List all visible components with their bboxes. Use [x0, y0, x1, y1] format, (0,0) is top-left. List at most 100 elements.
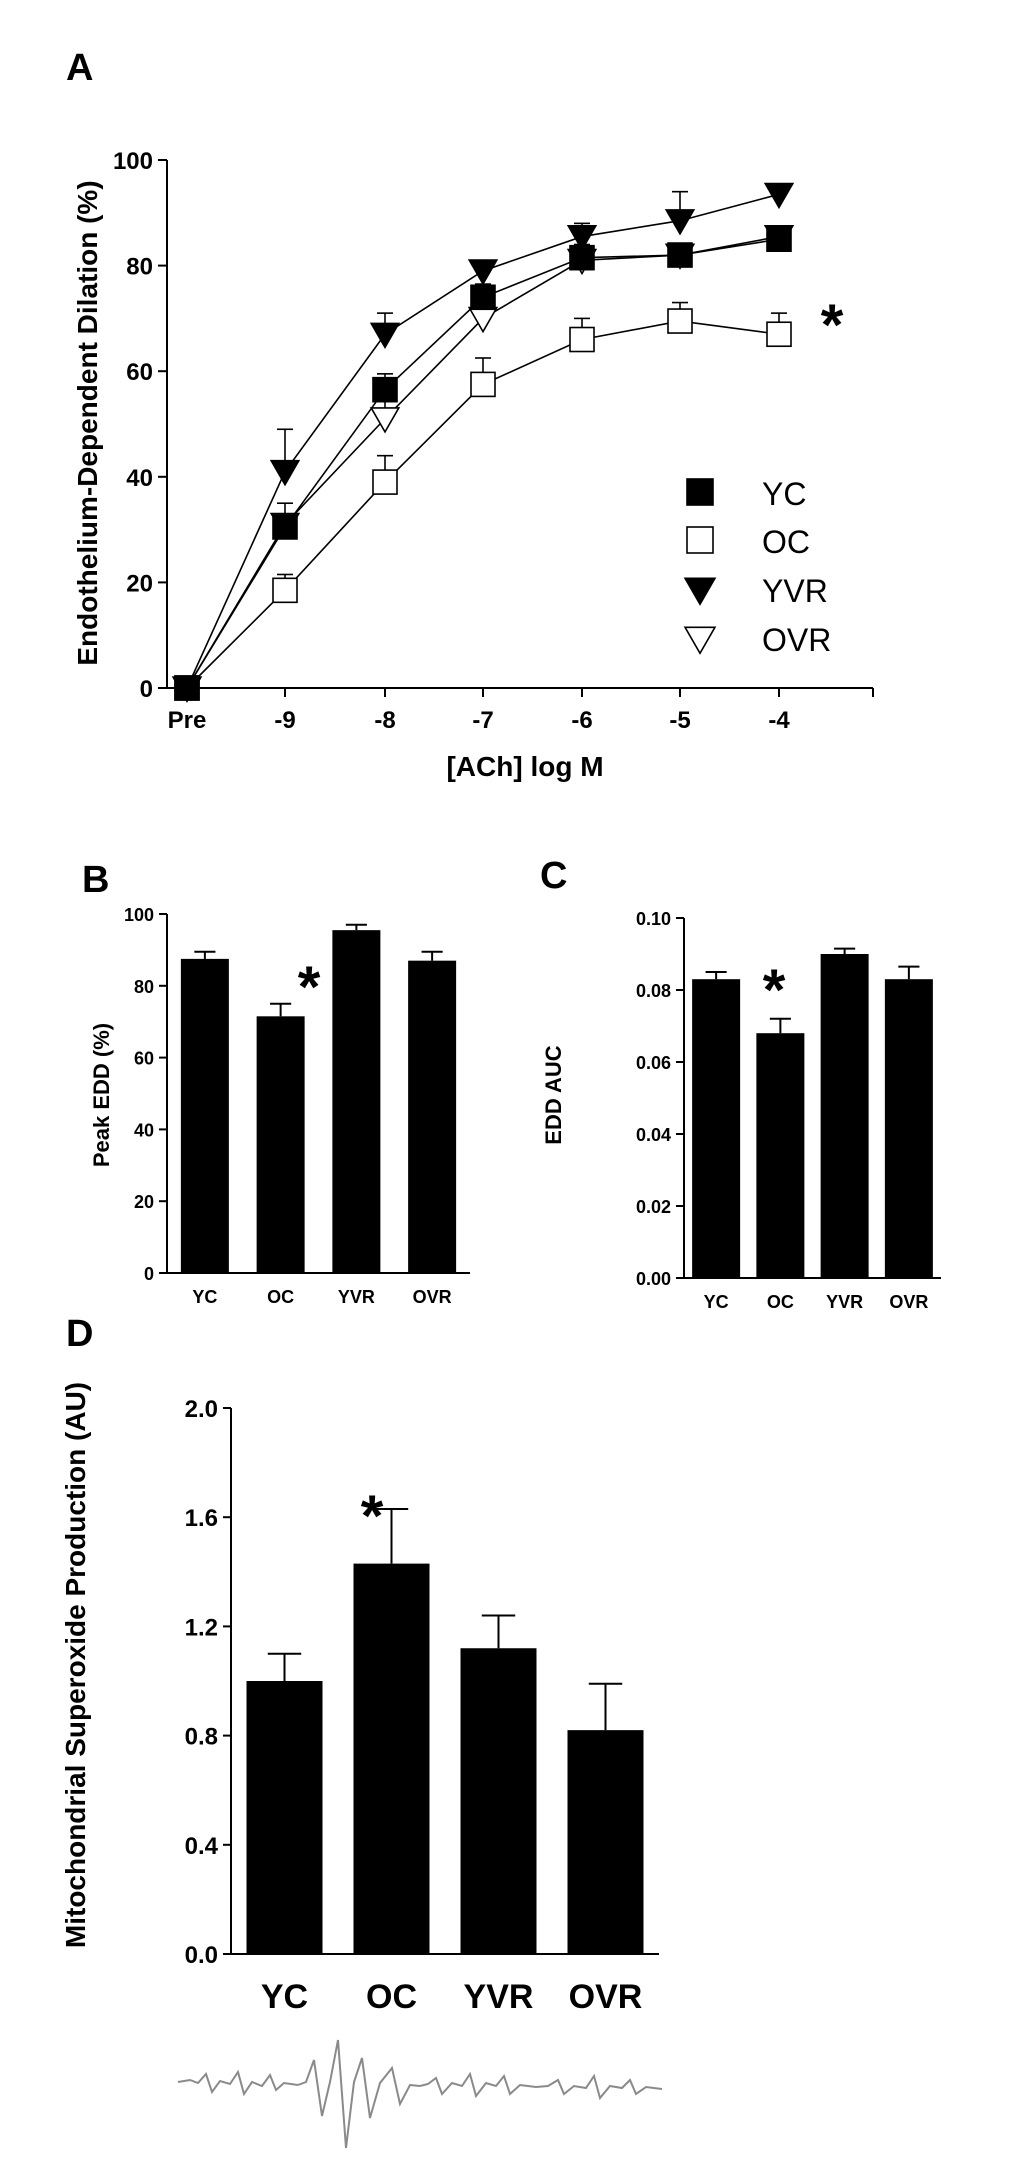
legend-marker-yvr: [683, 577, 717, 606]
bar-ovr: [567, 1730, 644, 1954]
legend-marker-ovr: [683, 626, 717, 655]
chart-b-bars: [180, 923, 457, 1273]
bar-ovr: [408, 960, 457, 1273]
chart-a-y-ticks: 0 20 40 60 80 100: [113, 148, 167, 703]
data-point-yvr: [369, 322, 401, 350]
chart-a-series-yc: [174, 226, 792, 701]
bar-yc: [246, 1681, 323, 1954]
chart-a-x-tick-label: -5: [669, 707, 690, 734]
bar-group-yc: [246, 1652, 323, 1954]
legend-symbol-yc: [686, 478, 714, 506]
bar-group-ovr: [408, 950, 457, 1273]
chart-b-y-ticks: 0 20 40 60 80 100: [124, 905, 167, 1284]
chart-c-y-tick-label: 0.06: [636, 1053, 671, 1073]
chart-d-y-axis-label: Mitochondrial Superoxide Production (AU): [60, 1382, 91, 1948]
chart-a-x-tick-label: -6: [571, 707, 592, 734]
chart-d-y-tick-label: 2.0: [185, 1396, 218, 1423]
chart-d-bars: [246, 1508, 644, 1954]
bar-yvr: [460, 1648, 537, 1954]
chart-d-y-tick-label: 1.2: [185, 1614, 218, 1641]
chart-b-x-tick-label: YC: [192, 1287, 217, 1307]
chart-b-y-tick-label: 100: [124, 905, 154, 925]
chart-c-bars: [692, 947, 933, 1278]
chart-b-x-tick-label: OVR: [413, 1287, 452, 1307]
data-point-ovr: [369, 407, 401, 434]
chart-d-y-tick-label: 1.6: [185, 1505, 218, 1532]
chart-c-y-tick-label: 0.02: [636, 1197, 671, 1217]
data-point-yc: [372, 376, 398, 403]
chart-b-significance-star: *: [298, 955, 321, 1020]
chart-a-significance-star: *: [821, 293, 844, 358]
epr-trace-yvr: [419, 2071, 537, 2099]
chart-c-x-ticks: YC OC YVR OVR: [704, 1292, 929, 1312]
legend-symbol-yvr: [683, 577, 717, 606]
chart-c-significance-star: *: [763, 958, 786, 1023]
chart-a-x-axis-label: [ACh] log M: [446, 751, 603, 782]
data-point-yvr: [171, 676, 203, 703]
epr-spectra-trace: [177, 2039, 663, 2149]
chart-a-x-tick-label: -4: [768, 707, 790, 734]
chart-d-significance-star: *: [361, 1484, 384, 1549]
chart-b-y-tick-label: 60: [134, 1049, 154, 1069]
data-point-yc: [667, 242, 693, 268]
bar-yc: [180, 958, 229, 1273]
chart-a-y-axis-label: Endothelium-Dependent Dilation (%): [72, 180, 103, 665]
chart-c-x-tick-label: OVR: [889, 1292, 928, 1312]
data-point-yc: [470, 284, 496, 311]
panel-letter-c: C: [540, 855, 567, 897]
legend-marker-yc: [686, 478, 714, 506]
chart-c-x-tick-label: YVR: [826, 1292, 863, 1312]
chart-c-x-tick-label: OC: [767, 1292, 794, 1312]
data-point-oc: [470, 371, 496, 398]
data-point-yvr: [566, 224, 598, 252]
data-point-yvr: [467, 259, 499, 286]
chart-a-x-tick-label: -8: [374, 707, 395, 734]
epr-trace-ovr: [535, 2073, 663, 2101]
bar-ovr: [884, 979, 933, 1278]
data-point-yc: [272, 514, 298, 540]
chart-a-x-ticks: Pre -9 -8 -7 -6 -5 -4: [168, 688, 874, 734]
bar-group-yc: [692, 971, 741, 1278]
chart-b-y-axis-label: Peak EDD (%): [89, 1023, 114, 1167]
data-point-oc: [667, 308, 693, 334]
chart-d-y-ticks: 0.0 0.4 0.8 1.2 1.6 2.0: [185, 1396, 231, 1969]
legend-symbol-oc: [686, 526, 714, 554]
chart-d-y-tick-label: 0.8: [185, 1724, 218, 1751]
chart-b-x-tick-label: OC: [267, 1287, 294, 1307]
legend-item-ovr: OVR: [683, 622, 831, 658]
chart-b-y-tick-label: 0: [144, 1264, 154, 1284]
bar-group-yvr: [332, 923, 381, 1273]
bar-group-ovr: [884, 965, 933, 1278]
legend-marker-oc: [686, 526, 714, 554]
bar-group-oc: [256, 1002, 305, 1273]
data-point-yvr: [763, 182, 795, 210]
chart-c-y-tick-label: 0.08: [636, 981, 671, 1001]
chart-d-y-tick-label: 0.4: [185, 1833, 219, 1860]
data-point-yvr: [269, 459, 301, 487]
chart-a-legend: YC OC YVR OVR: [683, 476, 831, 658]
panel-letter-a: A: [66, 47, 93, 89]
panel-letter-b: B: [82, 859, 109, 901]
chart-d-x-tick-label: YC: [261, 1978, 308, 2016]
chart-a-y-tick-label: 80: [126, 254, 153, 281]
chart-c-y-ticks: 0.00 0.02 0.04 0.06 0.08 0.10: [636, 909, 684, 1289]
bar-oc: [756, 1033, 805, 1278]
chart-b-y-tick-label: 40: [134, 1120, 154, 1140]
data-point-yvr: [664, 209, 696, 236]
bar-group-yvr: [460, 1614, 537, 1954]
chart-c-bar-chart: 0.00 0.02 0.04 0.06 0.08 0.10 YC OC YVR OVR EDD …: [541, 909, 941, 1312]
bar-group-ovr: [567, 1682, 644, 1954]
data-point-oc: [766, 321, 792, 348]
chart-a-y-tick-label: 40: [126, 465, 153, 492]
data-point-yc: [766, 226, 792, 252]
chart-a-series-yvr: [171, 182, 795, 703]
chart-a-x-tick-label: -9: [274, 707, 295, 734]
chart-a-x-tick-label: Pre: [168, 707, 207, 734]
bar-group-yvr: [820, 947, 869, 1278]
chart-d-x-tick-label: OC: [366, 1978, 417, 2016]
bar-group-oc: [756, 1017, 805, 1278]
legend-symbol-ovr: [683, 626, 717, 655]
chart-d-x-tick-label: OVR: [569, 1978, 643, 2016]
legend-item-yc: YC: [686, 476, 806, 512]
